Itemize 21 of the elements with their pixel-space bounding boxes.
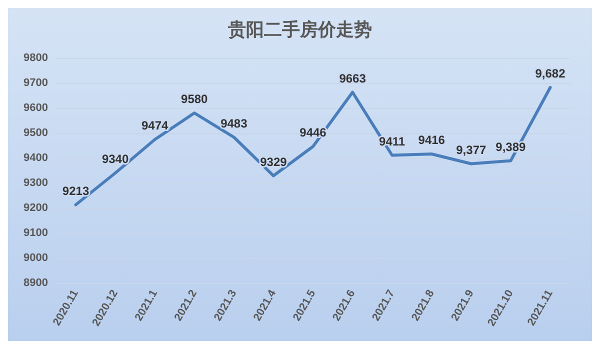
data-label: 9474 bbox=[141, 118, 169, 132]
y-tick-label: 9400 bbox=[24, 152, 48, 164]
data-label: 9416 bbox=[418, 133, 446, 147]
y-tick-label: 9100 bbox=[24, 227, 48, 239]
y-tick-label: 9300 bbox=[24, 177, 48, 189]
y-tick-label: 9500 bbox=[24, 127, 48, 139]
data-label: 9663 bbox=[339, 71, 366, 86]
data-label: 9329 bbox=[260, 154, 288, 169]
data-label: 9340 bbox=[102, 152, 129, 166]
y-tick-label: 9800 bbox=[24, 52, 48, 64]
data-label: 9483 bbox=[220, 116, 248, 130]
data-label: 9,682 bbox=[535, 66, 566, 80]
y-tick-label: 9700 bbox=[24, 77, 48, 89]
data-label: 9,377 bbox=[456, 142, 486, 157]
chart-title: 贵阳二手房价走势 bbox=[227, 20, 372, 40]
data-label: 9213 bbox=[62, 184, 90, 198]
y-tick-label: 9000 bbox=[24, 252, 48, 264]
y-tick-label: 8900 bbox=[24, 277, 48, 289]
y-tick-label: 9600 bbox=[24, 102, 48, 114]
y-tick-label: 9200 bbox=[24, 202, 48, 214]
data-label: 9580 bbox=[181, 92, 208, 106]
